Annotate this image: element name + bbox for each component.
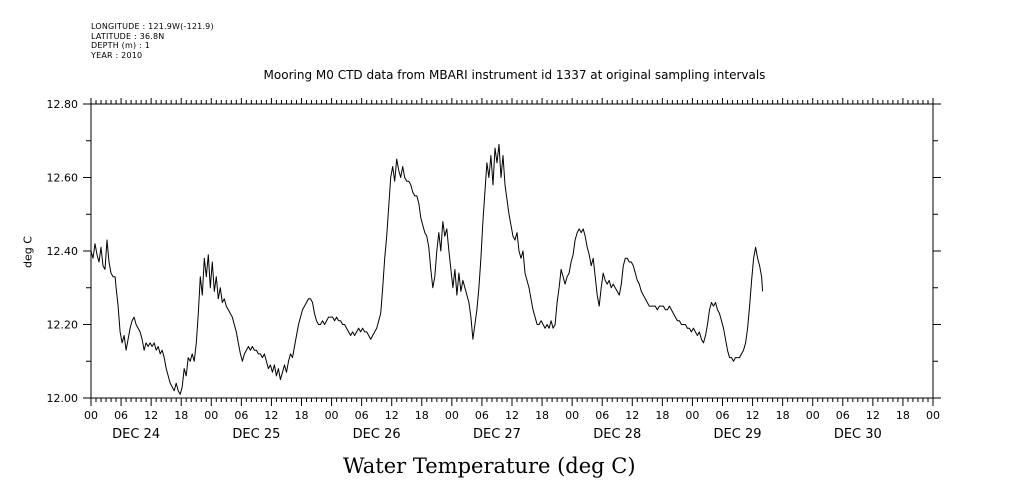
x-hour-tick-label: 00 [445, 409, 459, 422]
y-tick-label: 12.00 [47, 392, 79, 405]
x-hour-tick-label: 18 [174, 409, 188, 422]
x-hour-tick-label: 00 [325, 409, 339, 422]
x-day-label: DEC 24 [112, 427, 160, 442]
x-hour-tick-label: 00 [565, 409, 579, 422]
plot-frame [90, 103, 934, 399]
x-hour-tick-label: 18 [776, 409, 790, 422]
x-day-label: DEC 30 [834, 427, 882, 442]
x-day-label: DEC 28 [593, 427, 641, 442]
y-tick-label: 12.60 [47, 172, 79, 185]
x-hour-tick-label: 06 [836, 409, 850, 422]
chart-title: Mooring M0 CTD data from MBARI instrumen… [263, 68, 766, 82]
latitude-text: LATITUDE : 36.8N [91, 31, 165, 41]
x-hour-tick-label: 18 [415, 409, 429, 422]
x-hour-tick-label: 12 [144, 409, 158, 422]
x-hour-tick-label: 12 [385, 409, 399, 422]
x-axis-label: Water Temperature (deg C) [343, 454, 636, 478]
x-hour-tick-label: 12 [625, 409, 639, 422]
x-hour-tick-label: 12 [264, 409, 278, 422]
x-hour-tick-label: 12 [866, 409, 880, 422]
x-hour-tick-label: 18 [655, 409, 669, 422]
x-hour-tick-label: 00 [204, 409, 218, 422]
x-day-label: DEC 27 [473, 427, 521, 442]
x-day-label: DEC 26 [353, 427, 401, 442]
x-hour-tick-label: 06 [234, 409, 248, 422]
x-hour-tick-label: 06 [716, 409, 730, 422]
x-hour-tick-label: 06 [114, 409, 128, 422]
x-hour-tick-label: 12 [746, 409, 760, 422]
x-hour-tick-label: 06 [595, 409, 609, 422]
x-hour-tick-label: 18 [896, 409, 910, 422]
year-text: YEAR : 2010 [91, 50, 143, 60]
y-tick-label: 12.80 [47, 98, 79, 111]
longitude-text: LONGITUDE : 121.9W(-121.9) [91, 22, 214, 31]
x-hour-tick-label: 18 [295, 409, 309, 422]
y-tick-label: 12.20 [47, 319, 79, 332]
x-hour-tick-label: 00 [84, 409, 98, 422]
temperature-series-line [90, 143, 764, 395]
metadata-block: LONGITUDE : 121.9W(-121.9) LATITUDE : 36… [91, 22, 214, 60]
x-hour-tick-label: 00 [926, 409, 940, 422]
x-day-label: DEC 25 [232, 427, 280, 442]
x-hour-tick-label: 12 [505, 409, 519, 422]
depth-text: DEPTH (m) : 1 [91, 41, 150, 50]
x-hour-tick-label: 06 [475, 409, 489, 422]
x-hour-tick-label: 06 [355, 409, 369, 422]
x-hour-tick-label: 18 [535, 409, 549, 422]
y-axis-label: deg C [21, 236, 35, 268]
x-hour-tick-label: 00 [806, 409, 820, 422]
y-tick-label: 12.40 [47, 245, 79, 258]
x-day-label: DEC 29 [714, 427, 762, 442]
x-hour-tick-label: 00 [685, 409, 699, 422]
